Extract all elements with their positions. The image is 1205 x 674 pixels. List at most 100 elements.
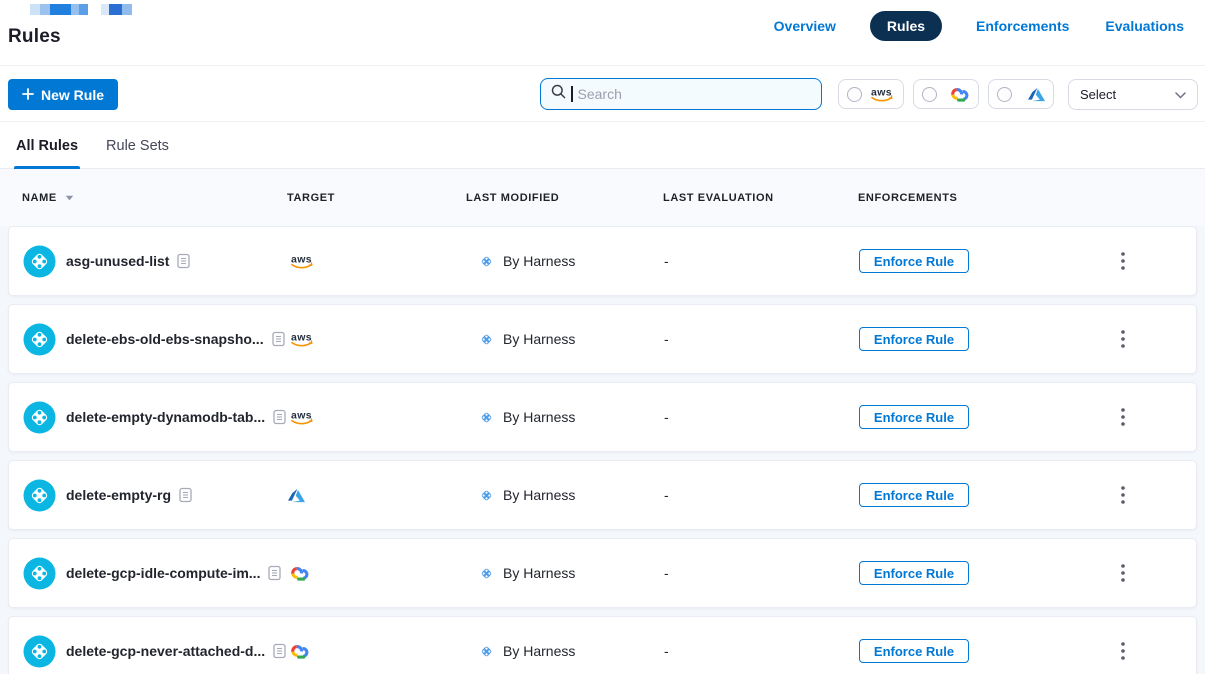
chevron-down-icon [1175, 86, 1186, 104]
enforce-rule-button[interactable]: Enforce Rule [859, 405, 969, 429]
module-nav: Overview Rules Enforcements Evaluations [772, 11, 1186, 41]
last-modified-cell: By Harness [467, 331, 664, 348]
last-evaluation-cell: - [664, 331, 669, 347]
rule-name-cell: delete-gcp-never-attached-d... [23, 635, 288, 668]
rule-name-text: delete-ebs-old-ebs-snapsho... [66, 331, 264, 347]
harness-icon [478, 487, 495, 504]
table-row[interactable]: delete-gcp-idle-compute-im... By Harness -… [8, 538, 1197, 608]
harness-icon [478, 331, 495, 348]
radio-unchecked-icon[interactable] [847, 86, 862, 102]
column-header-name[interactable]: NAME [22, 192, 287, 204]
new-rule-button[interactable]: New Rule [8, 79, 119, 110]
enforcements-cell: Enforce Rule [859, 249, 1099, 273]
table-row[interactable]: delete-gcp-never-attached-d... By Harness… [8, 616, 1197, 674]
gcp-logo-icon [288, 564, 467, 583]
last-modified-cell: By Harness [467, 253, 664, 270]
aws-logo-icon: aws [868, 86, 895, 103]
provider-filter-chip-azure[interactable] [988, 79, 1054, 109]
breadcrumb-redacted [30, 4, 132, 15]
last-modified-cell: By Harness [467, 487, 664, 504]
tab-rule-sets[interactable]: Rule Sets [106, 137, 169, 154]
azure-logo-icon [288, 487, 467, 504]
table-row[interactable]: delete-empty-dynamodb-tab... aws By Harnes… [8, 382, 1197, 452]
column-header-last-evaluation: LAST EVALUATION [663, 192, 858, 204]
copy-icon[interactable] [177, 253, 191, 269]
rule-name-cell: asg-unused-list [23, 245, 288, 278]
provider-filter-chip-aws[interactable]: aws [838, 79, 904, 109]
rules-tabs: All Rules Rule Sets [0, 123, 1205, 169]
copy-icon[interactable] [268, 565, 282, 581]
table-header: NAME TARGET LAST MODIFIED LAST EVALUATION EN… [0, 169, 1205, 226]
copy-icon[interactable] [179, 487, 192, 503]
aws-logo-icon: aws [288, 253, 467, 270]
row-menu-kebab-icon[interactable] [1113, 326, 1133, 352]
row-menu-kebab-icon[interactable] [1113, 638, 1133, 664]
rule-name-text: delete-empty-dynamodb-tab... [66, 409, 266, 425]
rule-name-cell: delete-empty-rg [23, 479, 288, 512]
enforcements-cell: Enforce Rule [859, 405, 1099, 429]
nav-tab-rules[interactable]: Rules [869, 11, 943, 41]
last-evaluation-cell: - [664, 253, 669, 269]
radio-unchecked-icon[interactable] [922, 86, 937, 102]
rule-name-text: delete-gcp-idle-compute-im... [66, 565, 261, 581]
enforce-rule-button[interactable]: Enforce Rule [859, 327, 969, 351]
rule-name-cell: delete-empty-dynamodb-tab... [23, 401, 288, 434]
copy-icon[interactable] [271, 331, 285, 347]
enforce-rule-button[interactable]: Enforce Rule [859, 249, 969, 273]
copy-icon[interactable] [273, 643, 286, 659]
row-menu-kebab-icon[interactable] [1113, 482, 1133, 508]
rule-icon [23, 245, 56, 278]
last-modified-text: By Harness [503, 331, 576, 347]
target-cell [288, 564, 467, 583]
enforcements-cell: Enforce Rule [859, 561, 1099, 585]
rule-icon [23, 479, 56, 512]
search-input[interactable] [577, 86, 811, 102]
tab-all-rules[interactable]: All Rules [14, 123, 81, 169]
copy-icon[interactable] [273, 409, 286, 425]
table-row[interactable]: delete-ebs-old-ebs-snapsho... aws By Harne… [8, 304, 1197, 374]
enforcements-cell: Enforce Rule [859, 639, 1099, 663]
breadcrumb-block [109, 4, 122, 15]
aws-logo-icon: aws [288, 331, 467, 348]
last-evaluation-cell: - [664, 409, 669, 425]
azure-logo-icon [1028, 86, 1045, 103]
nav-tab-evaluations[interactable]: Evaluations [1105, 18, 1184, 34]
column-header-enforcements: ENFORCEMENTS [858, 192, 1098, 204]
table-row[interactable]: delete-empty-rg By Harness - Enforce Rule [8, 460, 1197, 530]
row-menu-kebab-icon[interactable] [1113, 248, 1133, 274]
column-header-label: TARGET [287, 191, 336, 204]
row-menu-cell [1099, 560, 1196, 586]
last-modified-text: By Harness [503, 487, 576, 503]
target-cell: aws [288, 331, 467, 348]
select-value: Select [1080, 87, 1117, 102]
rule-icon [23, 401, 56, 434]
provider-filter-group: aws [838, 79, 1054, 109]
last-modified-text: By Harness [503, 565, 576, 581]
row-menu-kebab-icon[interactable] [1113, 560, 1133, 586]
breadcrumb-block [101, 4, 109, 15]
row-menu-kebab-icon[interactable] [1113, 404, 1133, 430]
row-menu-cell [1099, 638, 1196, 664]
breadcrumb-block [50, 4, 71, 15]
radio-unchecked-icon[interactable] [997, 86, 1012, 102]
nav-tab-enforcements[interactable]: Enforcements [976, 18, 1070, 34]
enforce-rule-button[interactable]: Enforce Rule [859, 561, 969, 585]
row-menu-cell [1099, 404, 1196, 430]
target-cell [288, 487, 467, 504]
nav-tab-overview[interactable]: Overview [773, 18, 836, 34]
enforce-rule-button[interactable]: Enforce Rule [859, 483, 969, 507]
column-header-label: ENFORCEMENTS [858, 191, 958, 204]
enforce-rule-button[interactable]: Enforce Rule [859, 639, 969, 663]
table-row[interactable]: asg-unused-list aws By Harness - Enforce Rul… [8, 226, 1197, 296]
provider-filter-chip-gcp[interactable] [913, 79, 979, 109]
column-header-target: TARGET [287, 192, 466, 204]
gcp-logo-icon [288, 642, 467, 661]
breadcrumb-block [30, 4, 40, 15]
breadcrumb-block [40, 4, 50, 15]
page-title: Rules [8, 26, 61, 47]
breadcrumb-block [71, 4, 79, 15]
column-header-label: NAME [22, 191, 57, 204]
cloud-select-dropdown[interactable]: Select [1068, 79, 1198, 110]
svg-text:aws: aws [291, 331, 312, 343]
row-menu-cell [1099, 326, 1196, 352]
